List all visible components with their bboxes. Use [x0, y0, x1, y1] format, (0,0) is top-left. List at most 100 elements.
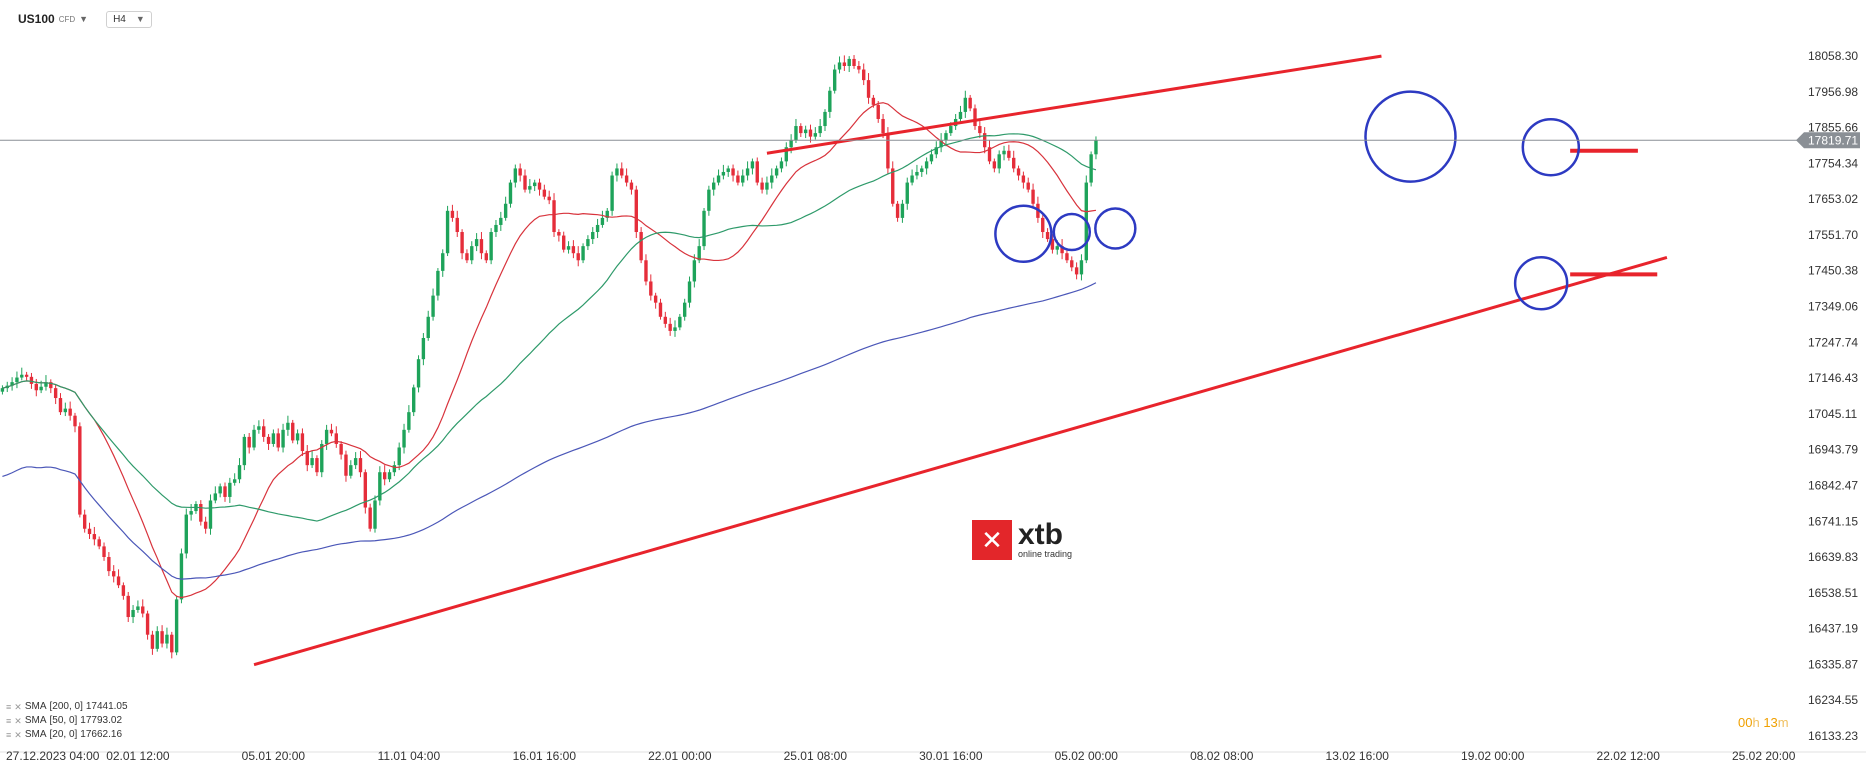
candle[interactable]: [73, 415, 77, 427]
candle[interactable]: [1050, 239, 1055, 250]
candle[interactable]: [837, 62, 842, 70]
candle[interactable]: [34, 383, 38, 391]
candle[interactable]: [1031, 189, 1035, 204]
candle[interactable]: [934, 147, 938, 155]
upper-trend-line[interactable]: [766, 54, 1382, 155]
candle[interactable]: [808, 129, 813, 137]
candle[interactable]: [745, 168, 750, 176]
candle[interactable]: [24, 374, 29, 377]
candle[interactable]: [818, 126, 822, 134]
candle[interactable]: [958, 111, 963, 119]
candle[interactable]: [755, 161, 759, 183]
candle[interactable]: [184, 514, 188, 554]
candle[interactable]: [320, 443, 324, 473]
candle[interactable]: [557, 232, 561, 236]
candle[interactable]: [213, 493, 218, 501]
candle[interactable]: [426, 316, 430, 338]
candle[interactable]: [707, 189, 711, 211]
candle[interactable]: [1070, 260, 1074, 268]
candle[interactable]: [721, 171, 726, 176]
candle[interactable]: [373, 500, 377, 529]
annotation-circle[interactable]: [1052, 212, 1092, 252]
candle[interactable]: [1007, 150, 1011, 158]
candle[interactable]: [673, 327, 677, 331]
candle[interactable]: [465, 253, 469, 261]
candle[interactable]: [208, 500, 213, 529]
candle[interactable]: [107, 556, 111, 572]
candle[interactable]: [949, 126, 953, 134]
candle[interactable]: [823, 111, 827, 127]
candle[interactable]: [20, 374, 24, 378]
close-icon[interactable]: ✕: [14, 702, 22, 712]
candle[interactable]: [1060, 246, 1064, 254]
candle[interactable]: [566, 246, 571, 250]
candle[interactable]: [600, 217, 605, 225]
candle[interactable]: [803, 129, 808, 134]
candle[interactable]: [160, 631, 164, 644]
candle[interactable]: [862, 69, 866, 81]
candle[interactable]: [924, 161, 929, 169]
candle[interactable]: [78, 426, 82, 515]
candle[interactable]: [784, 147, 788, 162]
candle[interactable]: [876, 104, 880, 119]
candle[interactable]: [324, 429, 329, 444]
candle[interactable]: [852, 58, 856, 66]
candle[interactable]: [15, 377, 19, 383]
candle[interactable]: [813, 133, 818, 137]
candle[interactable]: [1041, 217, 1045, 233]
candle[interactable]: [68, 408, 72, 416]
candle[interactable]: [692, 260, 697, 282]
candle[interactable]: [518, 168, 522, 176]
candle[interactable]: [247, 436, 251, 448]
candle[interactable]: [63, 408, 68, 413]
candle[interactable]: [1079, 260, 1084, 275]
candle[interactable]: [242, 436, 247, 466]
candle[interactable]: [474, 239, 479, 247]
candle[interactable]: [407, 412, 411, 430]
candle[interactable]: [944, 133, 948, 141]
candle[interactable]: [920, 168, 924, 172]
candle[interactable]: [634, 189, 638, 233]
candle[interactable]: [218, 486, 222, 494]
candle[interactable]: [537, 182, 542, 190]
candle[interactable]: [291, 422, 295, 441]
candle[interactable]: [576, 253, 580, 261]
candle[interactable]: [39, 386, 43, 391]
candle[interactable]: [799, 126, 803, 134]
candle[interactable]: [29, 376, 34, 384]
candle[interactable]: [857, 65, 861, 70]
candle[interactable]: [595, 224, 600, 233]
legend-row-sma20[interactable]: ≡ ✕ SMA [20, 0] 17662.16: [6, 728, 128, 742]
candle[interactable]: [741, 175, 745, 183]
candle[interactable]: [910, 175, 914, 183]
candle[interactable]: [794, 126, 798, 141]
candle[interactable]: [973, 108, 977, 127]
candle[interactable]: [199, 504, 203, 522]
candle[interactable]: [271, 433, 276, 444]
candle[interactable]: [770, 175, 774, 183]
candle[interactable]: [881, 118, 885, 134]
candle[interactable]: [387, 472, 392, 480]
annotation-circle[interactable]: [1364, 90, 1457, 183]
candle[interactable]: [141, 606, 145, 614]
candle[interactable]: [339, 443, 343, 455]
candle[interactable]: [992, 161, 997, 169]
candle[interactable]: [547, 196, 551, 201]
candle[interactable]: [87, 528, 92, 535]
candle[interactable]: [649, 281, 653, 296]
candle[interactable]: [629, 182, 634, 190]
candle[interactable]: [842, 62, 847, 66]
candle[interactable]: [131, 609, 135, 618]
candle[interactable]: [281, 429, 285, 448]
lower-trend-line[interactable]: [253, 256, 1668, 667]
candle[interactable]: [678, 316, 682, 328]
candle[interactable]: [503, 203, 508, 218]
candle[interactable]: [266, 436, 271, 444]
candle[interactable]: [528, 186, 532, 190]
candle[interactable]: [363, 472, 368, 508]
candle[interactable]: [223, 486, 227, 497]
candle[interactable]: [687, 281, 692, 303]
candle[interactable]: [702, 210, 706, 247]
candle[interactable]: [891, 168, 895, 204]
